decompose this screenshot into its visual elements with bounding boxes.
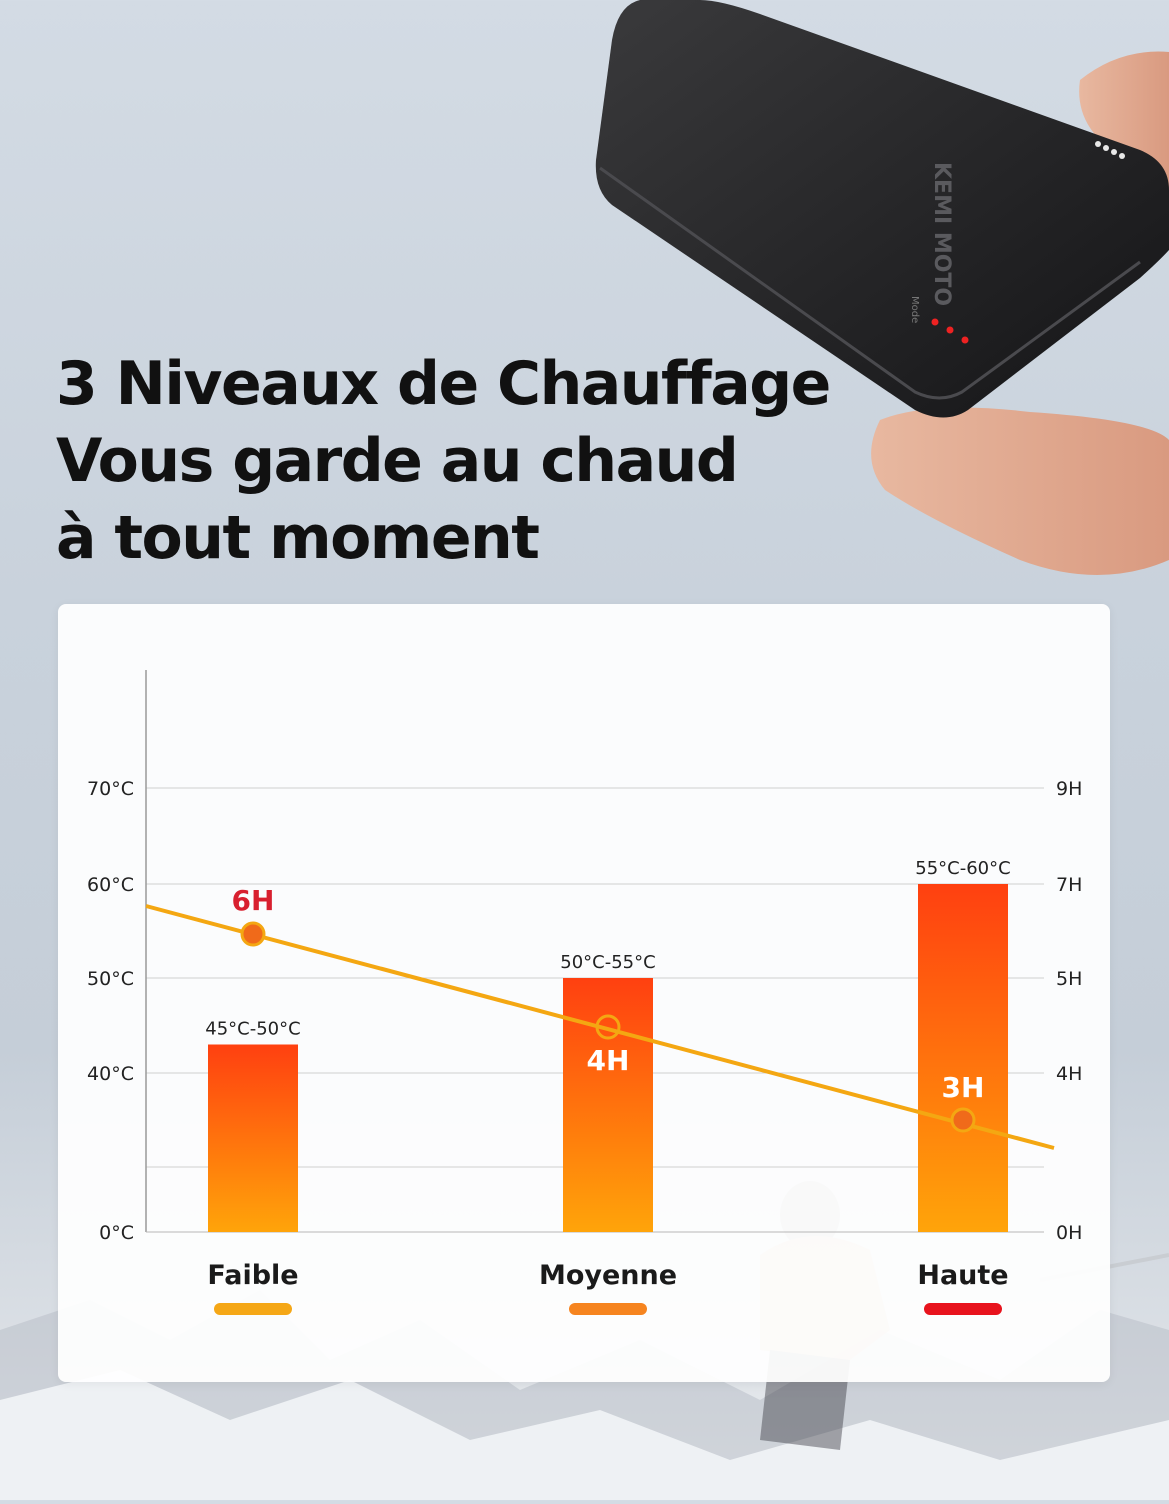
duration-label: 6H [232,884,275,917]
bar-range-label: 55°C-60°C [915,858,1010,879]
category-marker [214,1303,292,1315]
mode-button-label: Mode [909,296,920,323]
left-tick-label: 70°C [87,778,134,800]
headline-line-1: 3 Niveaux de Chauffage [56,349,831,419]
heating-chart: 0°C 40°C 50°C 60°C 70°C 0H 4H 5H 7H 9H 45°C-50°C… [87,670,1082,1315]
duration-point [240,921,266,947]
bar-range-label: 45°C-50°C [205,1019,300,1040]
bar-faible [208,1044,298,1232]
left-tick-label: 0°C [99,1222,134,1244]
right-tick-label: 4H [1056,1063,1082,1085]
heat-led-2 [946,326,954,334]
left-tick-label: 50°C [87,968,134,990]
chart-card: 0°C 40°C 50°C 60°C 70°C 0H 4H 5H 7H 9H 45°C-50°C… [58,604,1110,1382]
headline: 3 Niveaux de Chauffage Vous garde au cha… [56,346,831,577]
bars: 45°C-50°C 50°C-55°C 55°C-60°C [205,858,1011,1232]
right-tick-label: 9H [1056,778,1082,800]
right-tick-label: 7H [1056,874,1082,896]
hand-warmer-device: KEMI MOTO Mode [595,0,1169,418]
right-axis-ticks: 0H 4H 5H 7H 9H [1056,778,1082,1244]
headline-line-3: à tout moment [56,503,540,573]
right-tick-label: 5H [1056,968,1082,990]
left-tick-label: 40°C [87,1063,134,1085]
brand-logo: KEMI MOTO [929,162,954,306]
duration-label: 4H [587,1044,630,1077]
category-label: Faible [207,1260,298,1291]
finger [871,407,1169,575]
duration-line [145,904,1055,1150]
category-label: Moyenne [539,1260,677,1291]
bar-haute [918,884,1008,1232]
category-marker [569,1303,647,1315]
headline-line-2: Vous garde au chaud [56,426,739,496]
bar-range-label: 50°C-55°C [560,952,655,973]
duration-series: 6H 4H 3H [145,884,1055,1150]
duration-point [950,1107,976,1133]
category-label: Haute [917,1260,1008,1291]
right-tick-label: 0H [1056,1222,1082,1244]
heat-led-1 [931,318,939,326]
category-labels: Faible Moyenne Haute [207,1260,1009,1315]
left-axis-ticks: 0°C 40°C 50°C 60°C 70°C [87,778,134,1244]
duration-label: 3H [942,1071,985,1104]
left-tick-label: 60°C [87,874,134,896]
category-marker [924,1303,1002,1315]
mountain-snow [0,1370,1169,1500]
duration-point [595,1014,621,1040]
heat-led-3 [961,336,969,344]
